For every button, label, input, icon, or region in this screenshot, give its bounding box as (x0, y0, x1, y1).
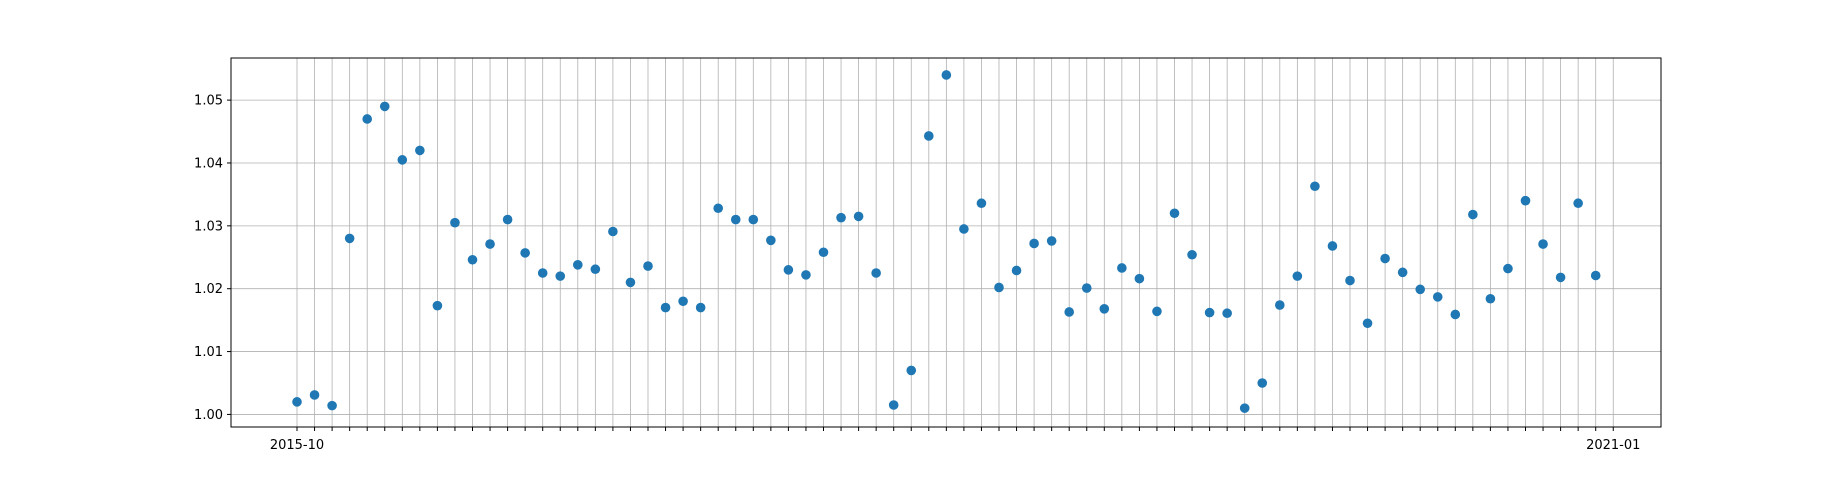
y-tick-label: 1.04 (194, 156, 223, 171)
data-point (1152, 306, 1162, 317)
y-tick-label: 1.00 (194, 408, 223, 423)
data-point (818, 247, 829, 258)
data-point (1450, 309, 1461, 320)
data-point (1222, 308, 1232, 319)
data-point (292, 397, 302, 407)
data-point (1064, 307, 1074, 317)
data-point (1310, 181, 1320, 192)
data-point (994, 282, 1004, 293)
data-point (1555, 272, 1566, 283)
data-point (836, 212, 846, 223)
data-point (1415, 284, 1425, 295)
y-tick-label: 1.01 (194, 345, 223, 360)
data-point (1573, 198, 1583, 209)
y-tick-label: 1.05 (194, 94, 223, 109)
data-points (292, 70, 1601, 413)
data-point (415, 145, 425, 156)
data-point (555, 271, 566, 281)
data-point (1468, 209, 1478, 220)
data-point (1134, 273, 1145, 284)
data-point (748, 214, 759, 225)
data-point (1169, 208, 1180, 219)
data-point (537, 268, 548, 278)
data-point (1081, 283, 1092, 293)
data-point (1327, 241, 1338, 251)
data-point (1257, 378, 1268, 388)
data-point (1362, 318, 1373, 329)
x-tick-label-start: 2015-10 (270, 438, 324, 453)
y-axis: 1.00 1.01 1.02 1.03 1.04 1.05 (194, 94, 231, 423)
data-point (379, 101, 390, 112)
data-point (730, 214, 741, 225)
data-point (924, 131, 934, 141)
data-point (941, 70, 952, 80)
data-point (1485, 293, 1496, 304)
x-tick-label-end: 2021-01 (1586, 438, 1640, 453)
data-point (1538, 239, 1548, 249)
data-point (309, 390, 320, 400)
data-point (502, 214, 513, 225)
data-point (608, 226, 618, 237)
data-point (660, 302, 671, 313)
data-point (959, 224, 969, 234)
data-point (1187, 249, 1197, 260)
data-point (643, 261, 653, 271)
data-point (853, 211, 864, 222)
y-tick-label: 1.03 (194, 219, 223, 234)
data-point (1011, 265, 1022, 276)
data-point (327, 400, 337, 411)
data-point (432, 300, 443, 311)
data-point (1590, 270, 1601, 281)
x-axis: 2015-10 2021-01 (270, 427, 1640, 453)
data-point (1345, 275, 1355, 286)
data-point (397, 155, 408, 165)
data-point (678, 296, 688, 307)
data-point (888, 400, 899, 410)
data-point (1029, 238, 1039, 249)
data-point (783, 265, 794, 275)
data-point (1046, 236, 1057, 246)
data-point (1239, 403, 1250, 413)
data-point (1520, 195, 1531, 206)
data-point (573, 260, 583, 270)
data-point (766, 235, 776, 246)
data-point (344, 233, 355, 244)
data-point (467, 254, 478, 265)
data-point (1432, 292, 1443, 302)
data-point (485, 239, 495, 249)
data-point (520, 248, 530, 258)
data-point (1275, 300, 1285, 310)
data-point (362, 114, 373, 124)
data-point (1117, 263, 1127, 273)
data-point (976, 198, 987, 209)
data-point (871, 268, 881, 278)
data-point (1397, 267, 1408, 278)
data-point (1099, 304, 1110, 314)
data-point (695, 302, 706, 313)
data-point (625, 277, 636, 288)
data-point (1503, 263, 1513, 274)
data-point (1380, 253, 1390, 264)
data-point (906, 365, 917, 376)
data-point (450, 217, 460, 228)
data-point (713, 203, 723, 214)
y-tick-label: 1.02 (194, 282, 223, 297)
data-point (801, 270, 811, 280)
data-point (1292, 271, 1303, 281)
data-point (590, 264, 601, 275)
data-point (1204, 307, 1215, 318)
